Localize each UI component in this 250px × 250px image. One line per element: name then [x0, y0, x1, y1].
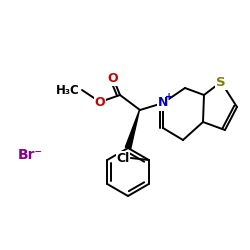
Text: S: S	[216, 76, 226, 88]
Text: Cl: Cl	[116, 152, 130, 164]
Text: H₃C: H₃C	[56, 84, 80, 96]
Text: Br⁻: Br⁻	[18, 148, 42, 162]
Polygon shape	[125, 110, 140, 149]
Text: O: O	[95, 96, 105, 108]
Text: N: N	[158, 96, 168, 110]
Text: O: O	[108, 72, 118, 85]
Text: +: +	[165, 92, 173, 102]
